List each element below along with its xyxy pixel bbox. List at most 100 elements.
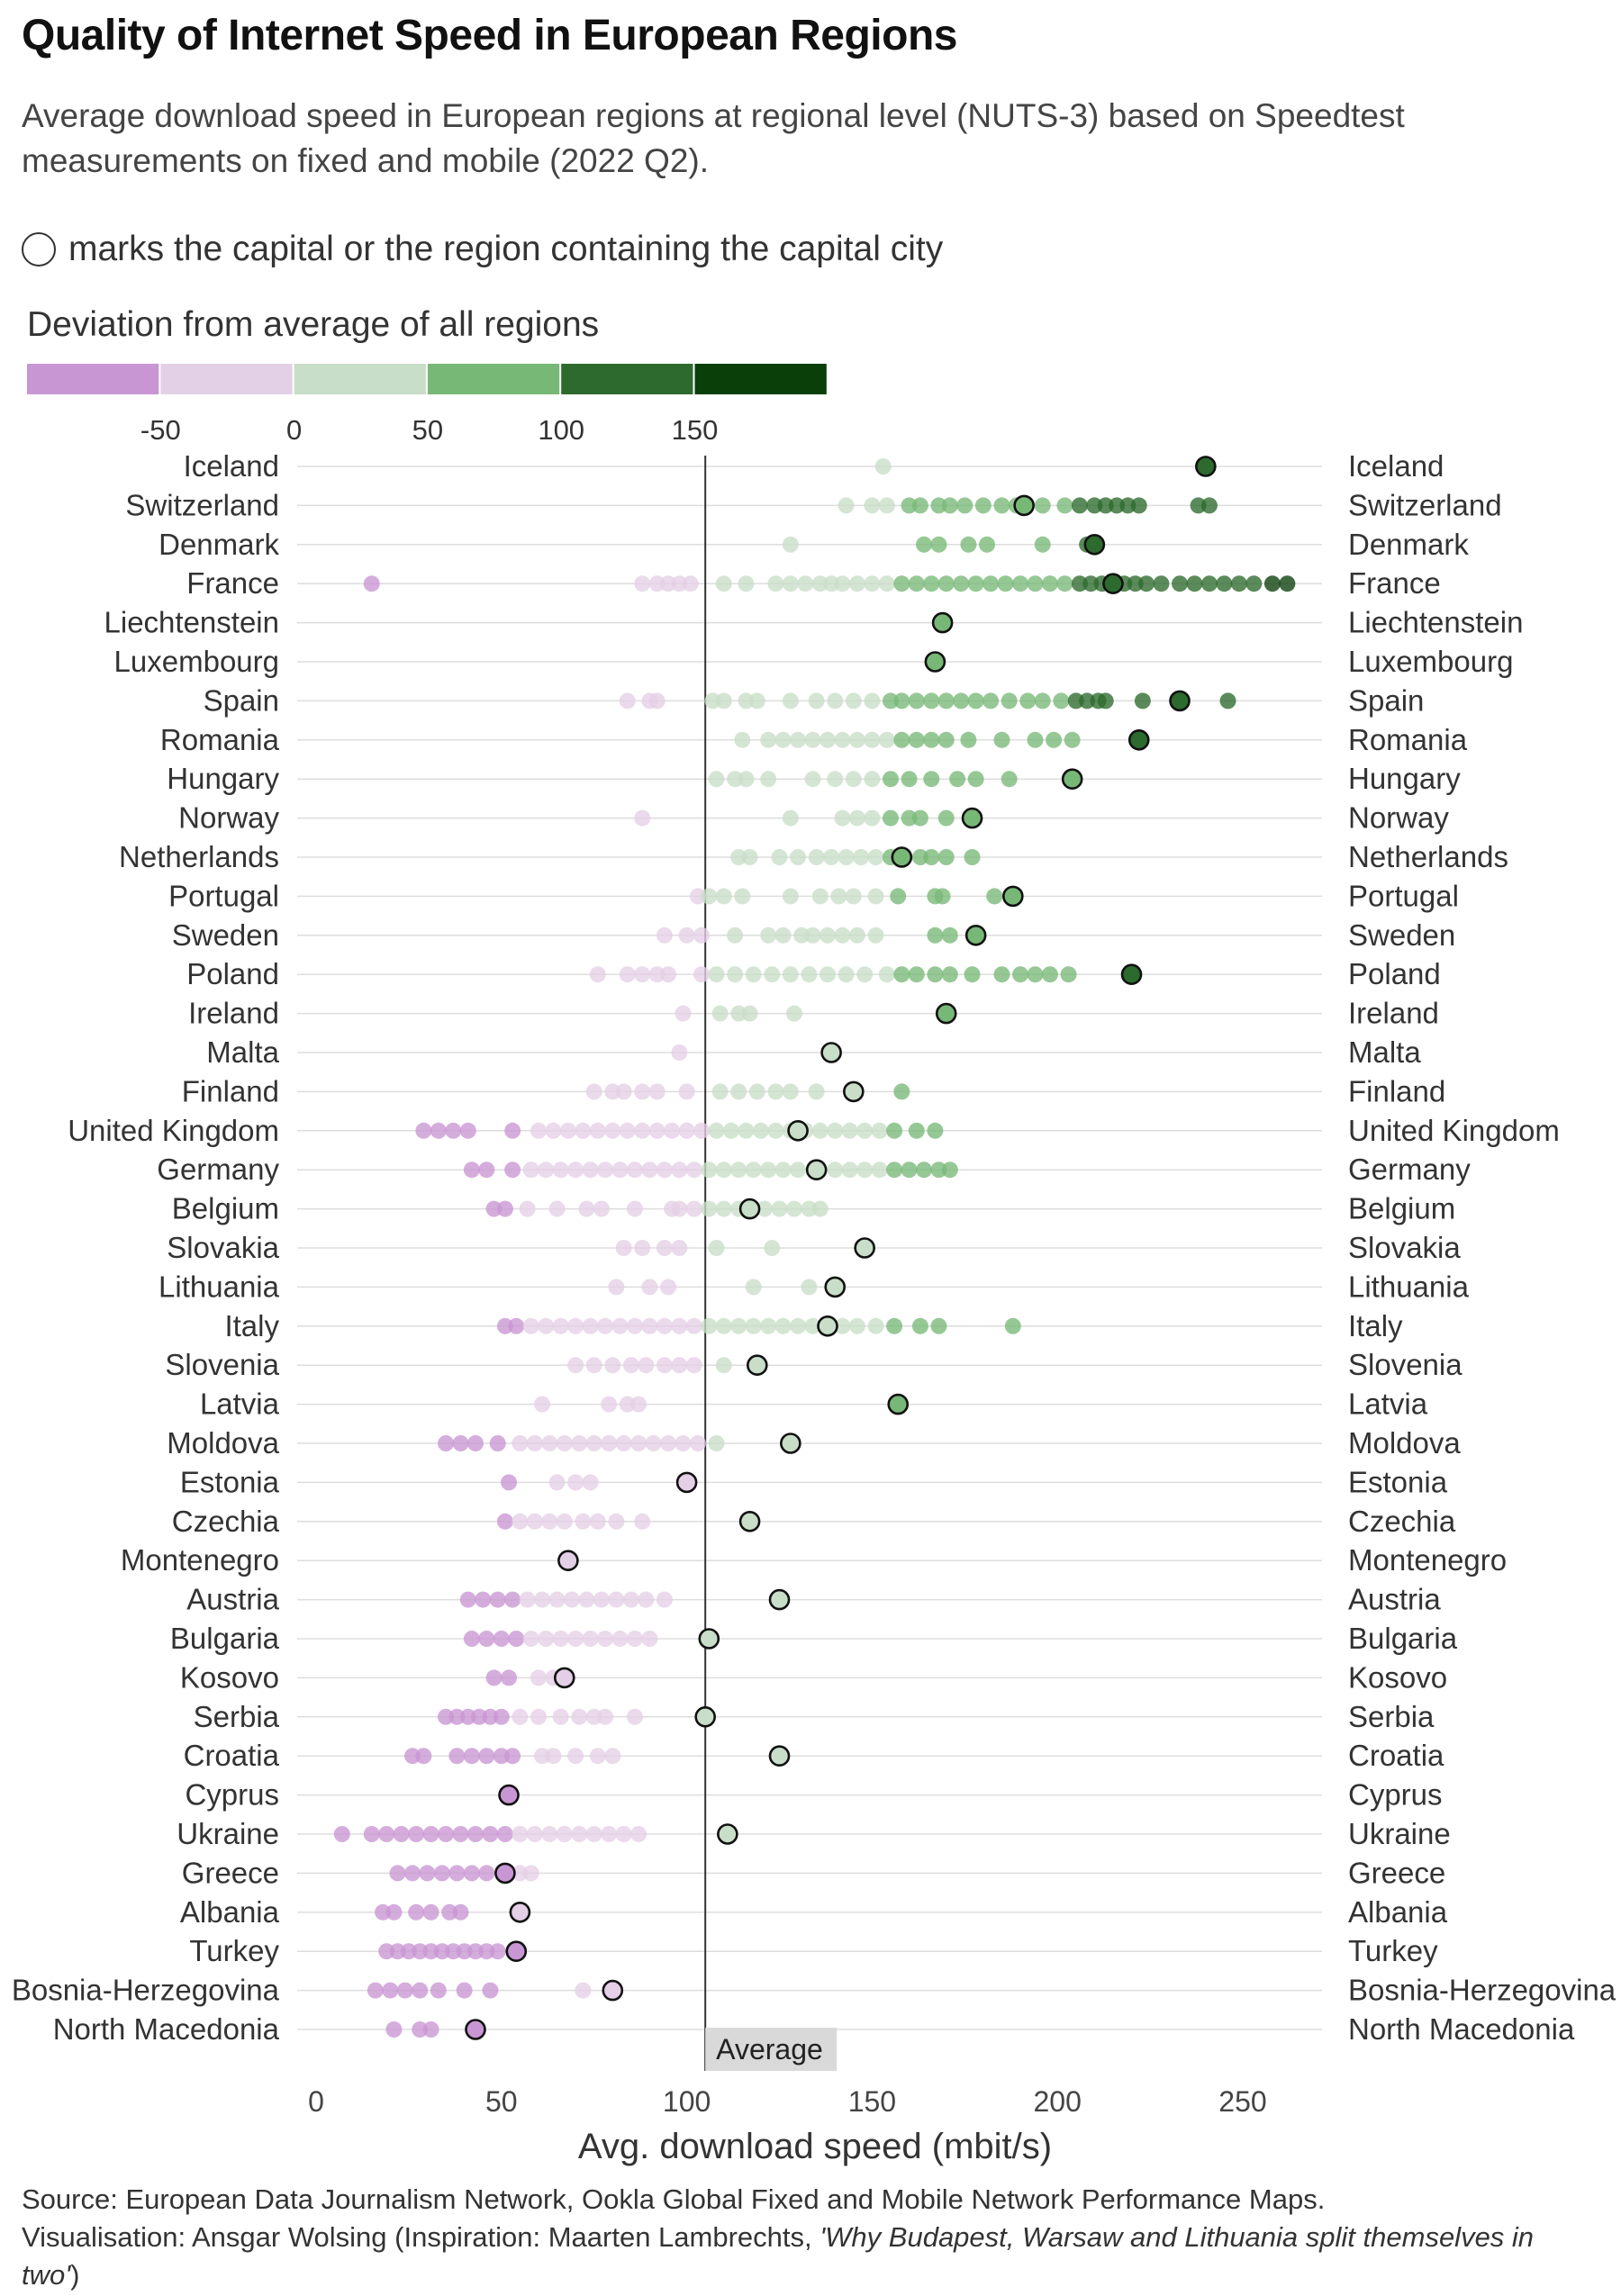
region-point — [412, 1943, 429, 1960]
region-point — [730, 1083, 747, 1100]
region-point — [967, 575, 984, 592]
region-point — [811, 1122, 829, 1139]
region-point — [834, 927, 851, 944]
region-point — [983, 692, 1000, 710]
region-point — [601, 1435, 618, 1451]
region-point — [552, 1162, 569, 1179]
capital-point — [780, 1433, 801, 1454]
country-label-right: Moldova — [1348, 1426, 1461, 1460]
region-point — [689, 888, 706, 905]
capital-point — [924, 651, 946, 673]
region-point — [760, 927, 777, 944]
region-point — [1134, 692, 1151, 710]
region-point — [567, 1474, 584, 1491]
country-label-right: Romania — [1348, 723, 1468, 756]
caption-visualisation: Visualisation: Ansgar Wolsing (Inspirati… — [22, 2219, 1598, 2294]
country-label-left: Switzerland — [125, 488, 279, 521]
region-point — [601, 1396, 618, 1413]
region-point — [864, 771, 881, 788]
region-point — [634, 966, 651, 983]
capital-point — [602, 1979, 624, 2002]
capital-point — [698, 1628, 720, 1650]
country-label-right: Ukraine — [1348, 1817, 1451, 1850]
region-point — [501, 1669, 518, 1686]
region-point — [448, 1865, 466, 1882]
region-point — [375, 1903, 392, 1921]
region-point — [682, 575, 699, 592]
region-point — [1200, 575, 1218, 592]
region-point — [567, 1631, 584, 1647]
region-point — [630, 1826, 647, 1842]
region-point — [466, 1943, 484, 1960]
country-label-left: Croatia — [184, 1739, 280, 1772]
region-point — [708, 1435, 725, 1451]
region-point — [864, 692, 881, 710]
region-point — [908, 1122, 925, 1139]
region-point — [1053, 692, 1070, 710]
country-label-left: Estonia — [180, 1465, 280, 1498]
region-point — [504, 1162, 521, 1179]
region-point — [575, 1982, 592, 1999]
region-point — [738, 692, 755, 710]
legend-break-label: 50 — [412, 414, 443, 446]
region-point — [715, 1317, 732, 1334]
capital-point — [498, 1784, 520, 1806]
region-point — [478, 1162, 495, 1179]
region-point — [630, 1435, 647, 1451]
region-point — [823, 575, 840, 592]
region-point — [552, 1631, 569, 1647]
region-point — [964, 966, 981, 983]
region-point — [459, 1591, 476, 1608]
region-point — [708, 966, 725, 983]
country-label-left: Spain — [204, 683, 279, 717]
region-point — [538, 1317, 555, 1334]
region-point — [489, 1943, 506, 1960]
region-point — [630, 1396, 647, 1413]
region-point — [727, 966, 744, 983]
region-point — [848, 575, 865, 592]
region-point — [774, 1317, 792, 1334]
region-point — [585, 1357, 602, 1374]
region-point — [656, 1240, 673, 1256]
region-point — [534, 1748, 551, 1765]
region-point — [1046, 731, 1063, 748]
region-point — [601, 1826, 618, 1842]
country-label-right: Estonia — [1348, 1465, 1448, 1498]
region-point — [452, 1826, 469, 1842]
capital-point — [843, 1080, 865, 1103]
region-point — [608, 1513, 625, 1530]
region-point — [1041, 966, 1058, 983]
region-point — [801, 1279, 818, 1296]
region-point — [834, 1317, 851, 1334]
country-label-right: Italy — [1348, 1309, 1403, 1342]
region-point — [648, 1083, 666, 1100]
region-point — [526, 1826, 543, 1842]
region-point — [685, 1200, 702, 1217]
country-label-right: Kosovo — [1348, 1660, 1447, 1694]
region-point — [556, 1513, 573, 1530]
region-point — [1130, 497, 1147, 514]
region-point — [582, 1631, 599, 1647]
capital-point — [887, 1393, 910, 1415]
region-point — [708, 1240, 725, 1256]
region-point — [693, 927, 711, 944]
region-point — [548, 1591, 566, 1608]
region-point — [556, 1826, 573, 1842]
region-point — [715, 888, 732, 905]
region-point — [404, 1748, 421, 1765]
region-point — [541, 1435, 558, 1451]
region-point — [415, 1748, 432, 1765]
region-point — [774, 927, 792, 944]
region-point — [660, 1279, 677, 1296]
country-label-right: Finland — [1348, 1074, 1445, 1107]
legend-swatch — [427, 364, 560, 394]
region-point — [378, 1826, 395, 1842]
country-label-right: Hungary — [1348, 762, 1461, 795]
country-label-right: Switzerland — [1348, 488, 1502, 521]
region-point — [556, 1435, 573, 1451]
region-point — [478, 1943, 495, 1960]
country-label-right: Montenegro — [1348, 1543, 1507, 1577]
country-label-right: Lithuania — [1348, 1270, 1470, 1303]
region-point — [967, 771, 984, 788]
country-label-left: Netherlands — [119, 840, 279, 873]
